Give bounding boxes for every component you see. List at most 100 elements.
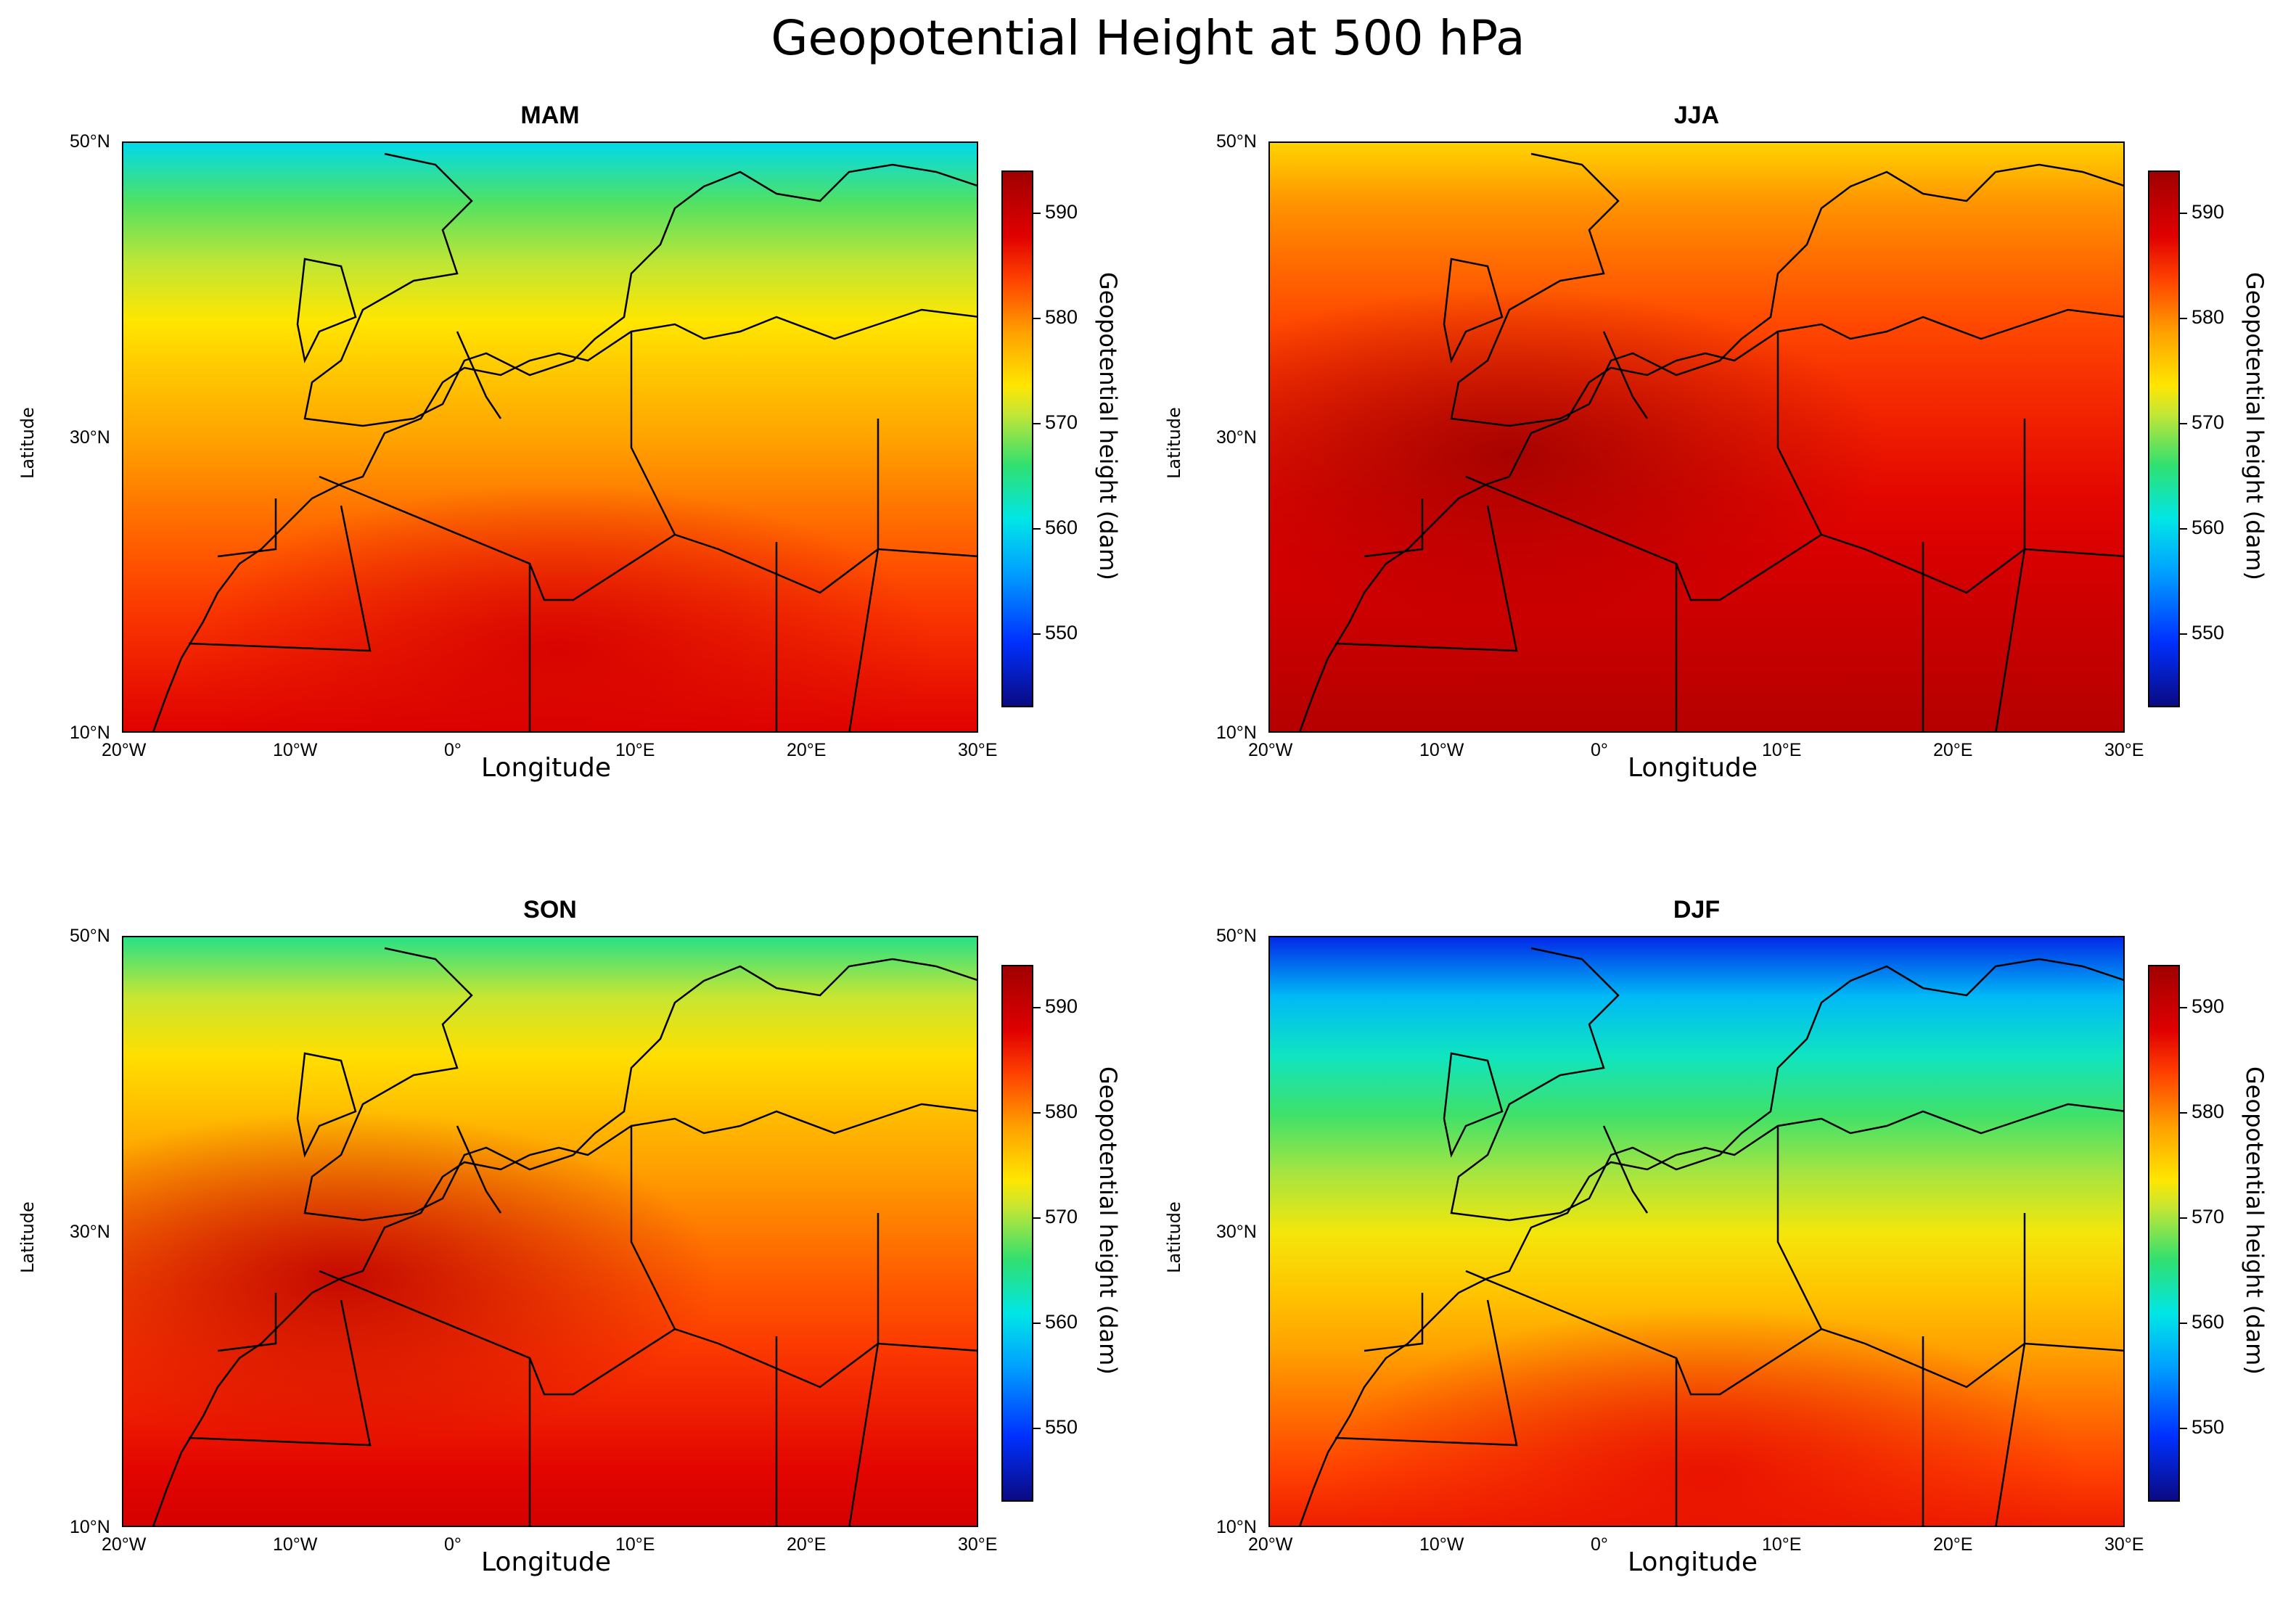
- country-borders: [1334, 1125, 2123, 1526]
- colorbar-tick-label: 590: [2192, 201, 2225, 223]
- y-axis-title: Latitude: [17, 407, 38, 479]
- colorbar: [1001, 170, 1033, 707]
- y-tick-label: 30°N: [1216, 427, 1257, 448]
- panel-title: SON: [523, 896, 577, 924]
- panel-title: MAM: [520, 102, 580, 129]
- x-tick-label: 0°: [1591, 1534, 1608, 1555]
- x-tick-label: 30°E: [958, 740, 998, 760]
- coastline: [152, 152, 977, 731]
- map-panel-jja: JJA 20°W 10°W 0° 10°E 20°E 30°E 50°N 30°N 10°N Lon…: [1147, 0, 2296, 794]
- map-panel-son: SON 20°W 10°W 0° 10°E 20°E 30°E 50°N 30°N 10°N Lon…: [0, 794, 1149, 1589]
- colorbar-tick: [1033, 213, 1041, 215]
- panel-title: JJA: [1673, 102, 1720, 129]
- colorbar-tick: [2180, 1007, 2187, 1009]
- colorbar-tick-label: 590: [1045, 201, 1078, 223]
- colorbar-tick: [2180, 1323, 2187, 1325]
- colorbar-tick-label: 580: [2192, 1101, 2225, 1123]
- x-tick-label: 20°W: [102, 740, 147, 760]
- colorbar-tick-label: 550: [1045, 1416, 1078, 1439]
- x-tick-label: 20°E: [1933, 740, 1973, 760]
- x-axis-title: Longitude: [481, 1547, 612, 1577]
- height-field: [1270, 143, 2123, 731]
- map-area: [1268, 141, 2125, 733]
- x-tick-label: 10°W: [1419, 740, 1464, 760]
- x-axis-title: Longitude: [1628, 753, 1758, 783]
- colorbar-tick-label: 550: [2192, 1416, 2225, 1439]
- colorbar-tick-label: 560: [1045, 517, 1078, 539]
- colorbar-tick: [2180, 423, 2187, 425]
- colorbar-tick: [2180, 318, 2187, 320]
- colorbar-tick-label: 550: [2192, 622, 2225, 644]
- colorbar-tick-label: 560: [1045, 1311, 1078, 1333]
- colorbar-tick-label: 570: [2192, 1206, 2225, 1228]
- colorbar-tick-label: 580: [2192, 306, 2225, 329]
- x-tick-label: 10°W: [273, 1534, 318, 1555]
- colorbar-tick: [1033, 1323, 1041, 1325]
- map-panel-djf: DJF 20°W 10°W 0° 10°E 20°E 30°E 50°N 30°N 10°N Lon…: [1147, 794, 2296, 1589]
- colorbar-tick-label: 590: [2192, 995, 2225, 1018]
- coastline: [1299, 947, 2123, 1526]
- y-tick-label: 50°N: [1216, 131, 1257, 152]
- x-tick-label: 10°E: [1762, 1534, 1802, 1555]
- x-tick-label: 10°W: [1419, 1534, 1464, 1555]
- max-height-center: [1328, 1307, 2083, 1526]
- y-tick-label: 10°N: [1216, 723, 1257, 743]
- y-tick-label: 30°N: [70, 1221, 110, 1242]
- colorbar-title: Geopotential height (dam): [1094, 1066, 1122, 1375]
- y-tick-label: 10°N: [70, 723, 110, 743]
- max-height-center: [123, 1111, 718, 1445]
- x-tick-label: 20°W: [1248, 1534, 1293, 1555]
- x-tick-label: 20°E: [1933, 1534, 1973, 1555]
- y-tick-label: 30°N: [70, 427, 110, 448]
- colorbar-tick-label: 560: [2192, 517, 2225, 539]
- map-area: [122, 936, 978, 1527]
- x-tick-label: 30°E: [958, 1534, 998, 1555]
- x-tick-label: 20°E: [787, 740, 827, 760]
- y-tick-label: 50°N: [70, 926, 110, 946]
- colorbar-tick-label: 570: [2192, 411, 2225, 434]
- colorbar-tick-label: 570: [1045, 411, 1078, 434]
- colorbar-tick: [1033, 1428, 1041, 1430]
- colorbar-tick: [1033, 423, 1041, 425]
- x-tick-label: 20°W: [1248, 740, 1293, 760]
- height-field: [123, 143, 977, 731]
- height-field: [1270, 937, 2123, 1526]
- colorbar-tick-label: 580: [1045, 306, 1078, 329]
- map-panel-mam: MAM 20°W 10°W 0° 10°E 20°E 30°E 50°N 30°N 10°N Lon…: [0, 0, 1149, 794]
- x-tick-label: 10°E: [615, 1534, 655, 1555]
- map-area: [1268, 936, 2125, 1527]
- panel-title: DJF: [1673, 896, 1721, 924]
- colorbar-tick-label: 570: [1045, 1206, 1078, 1228]
- colorbar-tick: [2180, 1112, 2187, 1114]
- colorbar-tick: [1033, 1007, 1041, 1009]
- coastline: [152, 947, 977, 1526]
- country-borders: [188, 1125, 977, 1526]
- y-axis-title: Latitude: [17, 1201, 38, 1273]
- y-tick-label: 10°N: [1216, 1517, 1257, 1537]
- x-tick-label: 10°E: [615, 740, 655, 760]
- coastline: [1299, 152, 2123, 731]
- colorbar: [2148, 965, 2180, 1502]
- map-area: [122, 141, 978, 733]
- y-tick-label: 50°N: [1216, 926, 1257, 946]
- colorbar-tick: [2180, 213, 2187, 215]
- country-borders: [1334, 331, 2123, 731]
- colorbar-title: Geopotential height (dam): [1094, 272, 1122, 580]
- y-tick-label: 30°N: [1216, 1221, 1257, 1242]
- colorbar-tick: [2180, 633, 2187, 636]
- x-tick-label: 30°E: [2104, 740, 2144, 760]
- x-tick-label: 0°: [1591, 740, 1608, 760]
- colorbar: [1001, 965, 1033, 1502]
- x-tick-label: 30°E: [2104, 1534, 2144, 1555]
- colorbar: [2148, 170, 2180, 707]
- colorbar-tick: [2180, 1428, 2187, 1430]
- max-height-center: [1270, 288, 1887, 622]
- x-tick-label: 20°E: [787, 1534, 827, 1555]
- max-height-center: [181, 484, 936, 731]
- x-axis-title: Longitude: [1628, 1547, 1758, 1577]
- figure-title: Geopotential Height at 500 hPa: [771, 10, 1525, 66]
- colorbar-title: Geopotential height (dam): [2241, 1066, 2268, 1375]
- colorbar-tick: [2180, 528, 2187, 530]
- x-tick-label: 0°: [444, 1534, 462, 1555]
- x-axis-title: Longitude: [481, 753, 612, 783]
